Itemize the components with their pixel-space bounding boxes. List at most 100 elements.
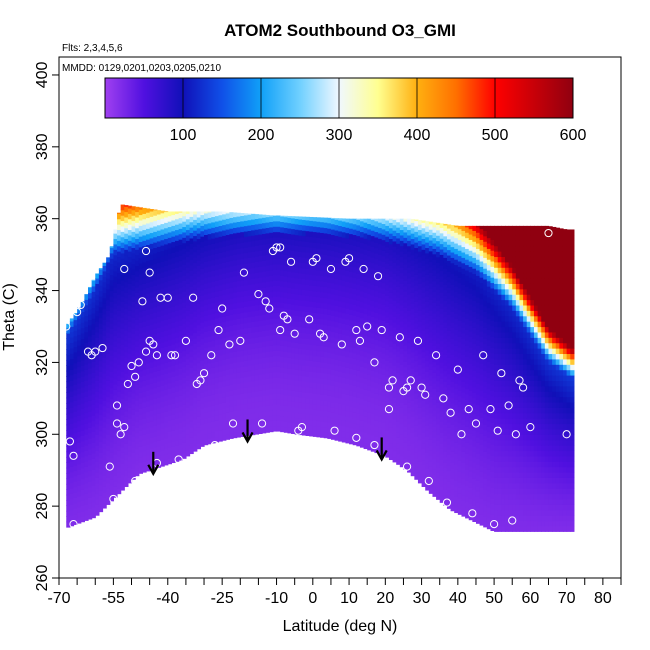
- field-cell: [204, 352, 209, 359]
- field-cell: [131, 322, 136, 329]
- field-cell: [443, 273, 448, 280]
- field-cell: [106, 321, 111, 328]
- field-cell: [410, 362, 415, 369]
- field-cell: [294, 358, 299, 365]
- field-cell: [436, 429, 441, 436]
- field-cell: [385, 333, 390, 340]
- field-cell: [127, 288, 133, 295]
- field-cell: [454, 420, 459, 427]
- field-cell: [399, 310, 405, 317]
- field-cell: [218, 424, 223, 431]
- field-cell: [323, 405, 328, 412]
- field-cell: [359, 263, 365, 270]
- field-cell: [193, 434, 198, 441]
- field-cell: [254, 353, 260, 360]
- field-cell: [233, 362, 238, 369]
- field-cell: [425, 236, 430, 243]
- field-cell: [345, 243, 350, 250]
- field-cell: [167, 398, 172, 405]
- field-cell: [153, 274, 158, 281]
- field-cell: [388, 270, 394, 277]
- field-cell: [312, 344, 318, 351]
- field-cell: [309, 398, 314, 405]
- field-cell: [265, 227, 270, 234]
- field-cell: [149, 431, 154, 438]
- field-cell: [341, 280, 347, 287]
- field-cell: [443, 429, 448, 436]
- field-cell: [305, 381, 310, 388]
- field-cell: [305, 370, 310, 377]
- field-cell: [77, 404, 82, 411]
- field-cell: [193, 257, 198, 264]
- field-cell: [124, 324, 129, 331]
- field-cell: [88, 368, 93, 375]
- field-cell: [450, 505, 455, 512]
- field-cell: [189, 318, 194, 325]
- field-cell: [142, 207, 147, 214]
- field-cell: [385, 397, 390, 404]
- field-cell: [341, 377, 347, 384]
- field-cell: [374, 382, 379, 389]
- field-cell: [149, 340, 154, 347]
- field-cell: [287, 384, 292, 391]
- field-cell: [276, 409, 281, 416]
- field-cell: [461, 494, 466, 501]
- field-cell: [171, 338, 176, 345]
- field-cell: [425, 355, 430, 362]
- field-cell: [439, 302, 444, 309]
- field-cell: [385, 289, 390, 296]
- field-cell: [196, 427, 202, 434]
- field-cell: [291, 233, 296, 240]
- field-cell: [258, 309, 263, 316]
- field-cell: [265, 367, 270, 374]
- field-cell: [352, 374, 357, 381]
- field-cell: [287, 395, 292, 402]
- field-cell: [363, 259, 368, 266]
- field-cell: [207, 260, 212, 267]
- field-cell: [124, 443, 129, 450]
- field-cell: [396, 221, 401, 228]
- field-cell: [450, 289, 455, 296]
- field-cell: [432, 237, 437, 244]
- field-cell: [359, 398, 365, 405]
- field-cell: [294, 229, 299, 236]
- field-cell: [262, 378, 267, 385]
- field-cell: [298, 283, 303, 290]
- field-cell: [84, 374, 89, 381]
- field-cell: [407, 391, 412, 398]
- field-cell: [454, 372, 459, 379]
- field-cell: [367, 234, 372, 241]
- field-cell: [421, 443, 426, 450]
- field-cell: [120, 419, 125, 426]
- field-cell: [320, 232, 325, 239]
- field-cell: [135, 265, 140, 272]
- field-cell: [316, 242, 321, 249]
- field-cell: [385, 338, 390, 345]
- field-cell: [414, 436, 419, 443]
- field-cell: [95, 493, 100, 500]
- field-cell: [370, 284, 376, 291]
- field-cell: [305, 235, 310, 242]
- field-cell: [450, 386, 455, 393]
- field-cell: [98, 301, 104, 308]
- field-cell: [189, 367, 194, 374]
- field-cell: [287, 373, 292, 380]
- field-cell: [276, 425, 281, 432]
- field-cell: [200, 381, 205, 388]
- field-cell: [214, 425, 220, 432]
- field-cell: [127, 477, 133, 484]
- field-cell: [399, 218, 405, 225]
- field-cell: [167, 361, 172, 368]
- field-cell: [200, 230, 205, 237]
- field-cell: [338, 424, 343, 431]
- field-cell: [214, 312, 220, 319]
- field-cell: [218, 263, 223, 270]
- field-cell: [167, 345, 172, 352]
- field-cell: [160, 320, 165, 327]
- field-cell: [254, 369, 260, 376]
- field-cell: [381, 358, 386, 365]
- field-cell: [381, 331, 386, 338]
- field-cell: [309, 365, 314, 372]
- field-cell: [396, 218, 401, 223]
- field-cell: [146, 228, 151, 235]
